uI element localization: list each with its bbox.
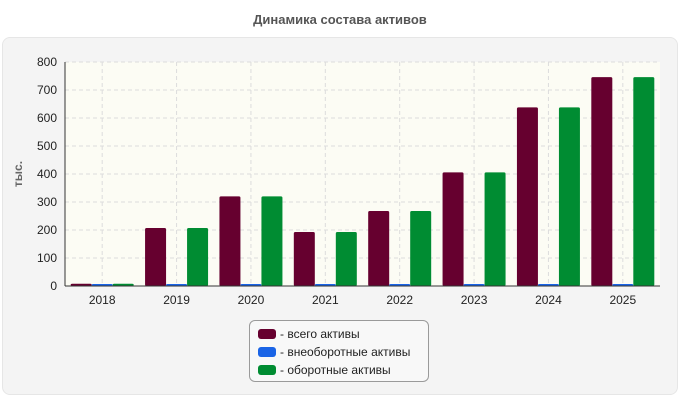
legend-swatch-total <box>258 329 276 339</box>
chart-legend: - всего активы - внеоборотные активы - о… <box>249 320 429 382</box>
bar-total <box>293 231 315 286</box>
bar-total <box>591 77 613 287</box>
bar-current <box>558 107 580 286</box>
legend-item-total: - всего активы <box>258 325 428 343</box>
x-tick-label: 2021 <box>312 293 339 307</box>
legend-label-noncurrent: - внеоборотные активы <box>280 345 411 359</box>
bar-current <box>633 77 655 287</box>
x-tick-label: 2025 <box>609 293 636 307</box>
x-tick-label: 2018 <box>89 293 116 307</box>
legend-label-total: - всего активы <box>280 327 360 341</box>
bar-total <box>145 228 167 286</box>
bar-current <box>187 228 209 286</box>
x-tick-label: 2024 <box>535 293 562 307</box>
y-tick-label: 700 <box>37 83 57 97</box>
y-axis-title: тыс. <box>11 161 25 187</box>
chart-title: Динамика состава активов <box>253 12 427 27</box>
bar-current <box>335 231 357 286</box>
legend-item-noncurrent: - внеоборотные активы <box>258 343 428 361</box>
x-tick-label: 2019 <box>163 293 190 307</box>
legend-item-current: - оборотные активы <box>258 361 428 379</box>
bar-total <box>442 172 464 286</box>
bar-total <box>516 107 538 286</box>
x-tick-label: 2022 <box>386 293 413 307</box>
y-tick-label: 100 <box>37 251 57 265</box>
y-tick-label: 500 <box>37 139 57 153</box>
y-tick-label: 800 <box>37 55 57 69</box>
x-tick-label: 2023 <box>461 293 488 307</box>
bar-current <box>261 196 283 286</box>
x-tick-label: 2020 <box>238 293 265 307</box>
bar-current <box>410 210 432 286</box>
legend-swatch-current <box>258 365 276 375</box>
legend-swatch-noncurrent <box>258 347 276 357</box>
bar-total <box>368 210 390 286</box>
bar-current <box>484 172 506 286</box>
y-tick-label: 400 <box>37 167 57 181</box>
bar-total <box>70 283 92 286</box>
y-tick-label: 600 <box>37 111 57 125</box>
bar-current <box>112 283 134 286</box>
legend-label-current: - оборотные активы <box>280 363 391 377</box>
y-tick-label: 0 <box>50 279 57 293</box>
y-tick-label: 200 <box>37 223 57 237</box>
bar-total <box>219 196 241 286</box>
y-tick-label: 300 <box>37 195 57 209</box>
